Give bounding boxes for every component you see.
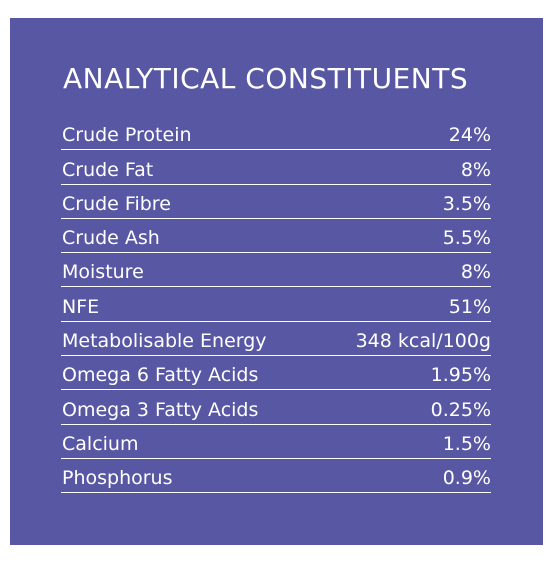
constituent-label: Crude Protein [62,124,192,147]
constituent-row: Crude Fat 8% [61,150,491,185]
constituent-value: 3.5% [442,192,491,215]
constituent-value: 1.95% [430,364,491,387]
constituent-label: Crude Fibre [62,192,171,215]
constituent-label: Calcium [62,432,139,455]
constituent-value: 348 kcal/100g [355,330,491,353]
constituent-row: Metabolisable Energy 348 kcal/100g [61,322,491,357]
constituent-row: Phosphorus 0.9% [61,459,491,494]
constituent-row: Crude Ash 5.5% [61,219,491,254]
constituent-value: 8% [460,158,491,181]
constituents-panel: ANALYTICAL CONSTITUENTS Crude Protein 24… [10,18,543,545]
constituent-label: Omega 3 Fatty Acids [62,398,259,421]
constituent-label: Phosphorus [62,467,173,490]
constituent-row: Omega 6 Fatty Acids 1.95% [61,356,491,391]
constituent-label: Moisture [62,261,144,284]
constituent-label: Metabolisable Energy [62,330,267,353]
constituent-row: NFE 51% [61,287,491,322]
constituent-row: Crude Fibre 3.5% [61,185,491,219]
constituent-label: Crude Fat [62,158,154,181]
constituent-row: Crude Protein 24% [61,116,491,151]
constituent-value: 51% [448,295,491,318]
constituent-value: 8% [460,261,491,284]
constituent-value: 0.9% [442,467,491,490]
constituent-label: Crude Ash [62,227,160,250]
panel-title: ANALYTICAL CONSTITUENTS [63,62,469,95]
constituent-label: NFE [62,295,100,318]
constituent-value: 5.5% [442,227,491,250]
constituent-value: 1.5% [442,432,491,455]
constituent-value: 0.25% [430,398,491,421]
constituents-table: Crude Protein 24% Crude Fat 8% Crude Fib… [61,116,491,494]
constituent-row: Omega 3 Fatty Acids 0.25% [61,390,491,425]
constituent-label: Omega 6 Fatty Acids [62,364,259,387]
constituent-value: 24% [448,124,491,147]
constituent-row: Calcium 1.5% [61,425,491,459]
constituent-row: Moisture 8% [61,253,491,288]
